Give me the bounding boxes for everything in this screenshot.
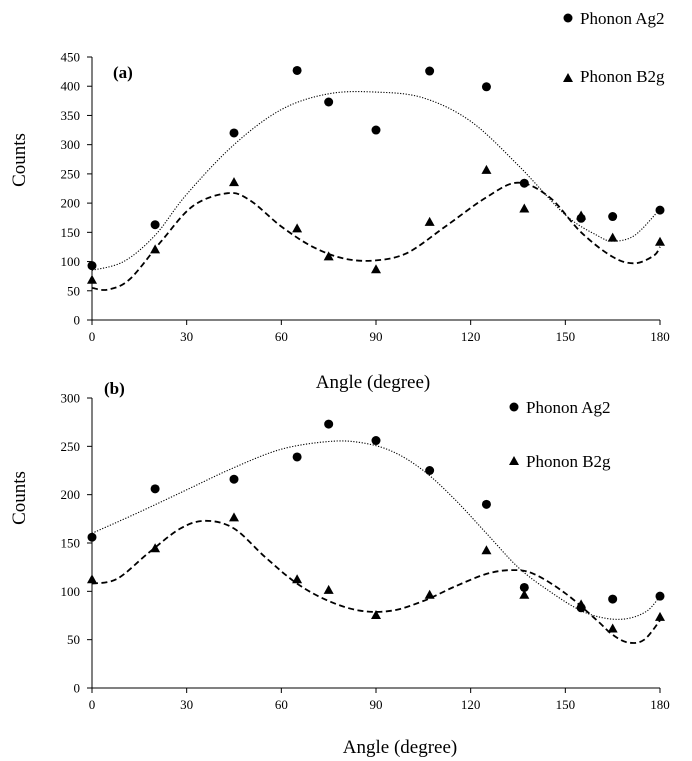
panel-b-b2g-point <box>424 589 435 599</box>
panel-b-ag2-trendline <box>91 440 661 620</box>
panel-b-y-tick-label: 0 <box>74 681 81 696</box>
panel-a-b2g-point <box>371 264 381 274</box>
panel-a-y-tick-label: 250 <box>61 166 81 181</box>
panel-b-legend: Phonon Ag2 Phonon B2g <box>509 398 611 471</box>
panel-a-y-tick-label: 350 <box>61 108 81 123</box>
panel-a-ag2-point <box>371 125 381 135</box>
panel-a-b2g-point <box>87 274 97 284</box>
legend-b-b2g-label: Phonon B2g <box>526 452 611 471</box>
panel-b-x-tick-label: 150 <box>556 697 576 712</box>
panel-a-y-tick-label: 300 <box>61 137 81 152</box>
panel-b-label: (b) <box>104 379 125 398</box>
panel-a-x-tick-label: 0 <box>89 329 96 344</box>
panel-b-y-tick-label: 200 <box>61 487 81 502</box>
panel-b-y-tick-label: 100 <box>61 584 81 599</box>
panel-b-ag2-point <box>324 419 334 429</box>
legend-b-ag2-label: Phonon Ag2 <box>526 398 611 417</box>
legend-a-ag2-marker <box>563 13 573 23</box>
panel-b-b2g-point <box>655 611 665 621</box>
legend-b-ag2-marker <box>509 402 519 412</box>
panel-a-ag2-point <box>229 128 239 138</box>
panel-b-ag2-point <box>519 582 529 592</box>
panel-b-b2g-point <box>150 543 161 553</box>
panel-a-x-tick-label: 120 <box>461 329 481 344</box>
panel-a-b2g-point <box>229 177 239 187</box>
panel-b-b2g-point <box>607 623 618 633</box>
panel-b-b2g-point <box>323 584 334 594</box>
panel-b-x-tick-label: 180 <box>650 697 670 712</box>
legend-b-b2g-marker <box>509 456 519 465</box>
panel-a-b2g-point <box>150 244 161 254</box>
panel-a-ag2-point <box>150 220 160 230</box>
panel-b: (b) Counts Angle (degree) Phonon Ag2 Pho… <box>9 379 670 758</box>
panel-a-y-tick-label: 100 <box>61 254 81 269</box>
panel-a-b2g-trendline <box>91 181 661 291</box>
panel-b-ag2-point <box>292 452 302 462</box>
panel-a-x-tick-label: 150 <box>556 329 576 344</box>
legend-a-b2g-label: Phonon B2g <box>580 67 665 86</box>
panel-b-x-axis-title: Angle (degree) <box>343 737 457 758</box>
panel-b-x-tick-label: 120 <box>461 697 481 712</box>
panel-a-ag2-trendline <box>91 91 661 271</box>
panel-a-b2g-point <box>481 164 492 174</box>
panel-a-legend: Phonon Ag2 Phonon B2g <box>563 9 665 86</box>
panel-a-b2g-point <box>292 223 303 233</box>
panel-b-b2g-point <box>481 545 492 555</box>
panel-a-x-axis-title: Angle (degree) <box>316 372 430 393</box>
panel-a-x-tick-label: 180 <box>650 329 670 344</box>
panel-b-y-tick-label: 300 <box>61 391 81 406</box>
panel-a-y-tick-label: 400 <box>61 79 81 94</box>
panel-a-y-tick-label: 200 <box>61 196 81 211</box>
panel-b-b2g-point <box>576 599 587 609</box>
panel-a-y-tick-label: 50 <box>67 283 80 298</box>
legend-a-b2g-marker <box>563 73 573 82</box>
panel-a: (a) Counts Angle (degree) Phonon Ag2 Pho… <box>9 9 670 393</box>
panel-b-b2g-point <box>292 574 303 584</box>
panel-b-ag2-point <box>229 474 239 484</box>
panel-a-y-tick-label: 450 <box>61 50 81 65</box>
panel-b-b2g-point <box>371 610 381 619</box>
panel-a-ag2-point <box>292 65 302 75</box>
panel-a-x-tick-label: 90 <box>370 329 383 344</box>
panel-b-y-tick-label: 150 <box>61 536 81 551</box>
panel-b-ag2-point <box>150 484 160 494</box>
panel-a-ag2-point <box>324 97 334 107</box>
panel-a-b2g-point <box>519 203 530 213</box>
panel-b-x-tick-label: 60 <box>275 697 288 712</box>
panel-a-b2g-point <box>655 236 665 246</box>
panel-a-ag2-point <box>481 82 491 92</box>
panel-b-y-axis-title: Counts <box>9 471 30 525</box>
panel-a-label: (a) <box>113 63 133 82</box>
panel-b-ag2-point <box>481 499 491 509</box>
panel-a-x-tick-label: 60 <box>275 329 288 344</box>
panel-a-x-tick-label: 30 <box>180 329 193 344</box>
panel-b-x-tick-label: 0 <box>89 697 96 712</box>
panel-b-x-tick-label: 90 <box>370 697 383 712</box>
panel-b-ag2-point <box>608 594 618 604</box>
panel-a-ag2-point <box>608 212 618 222</box>
panel-a-y-tick-label: 0 <box>74 313 81 328</box>
panel-a-ag2-point <box>655 205 665 215</box>
panel-a-b2g-point <box>576 210 587 220</box>
panel-a-b2g-point <box>424 216 435 226</box>
panel-b-b2g-point <box>229 512 239 522</box>
panel-a-b2g-point <box>607 232 618 242</box>
panel-b-ag2-point <box>425 466 435 475</box>
panel-a-y-axis-title: Counts <box>9 133 30 187</box>
panel-b-ag2-point <box>371 436 381 446</box>
panel-b-y-tick-label: 250 <box>61 439 81 454</box>
panel-b-b2g-point <box>519 589 530 599</box>
panel-a-b2g-point <box>323 251 334 261</box>
panel-b-b2g-point <box>87 574 97 584</box>
panel-a-ag2-point <box>425 66 435 76</box>
panel-a-ag2-point <box>87 261 97 271</box>
panel-b-ag2-point <box>87 532 97 542</box>
panel-b-y-tick-label: 50 <box>67 632 80 647</box>
panel-b-ag2-point <box>655 591 665 601</box>
legend-a-ag2-label: Phonon Ag2 <box>580 9 665 28</box>
panel-a-y-tick-label: 150 <box>61 225 81 240</box>
panel-b-b2g-trendline <box>91 519 661 644</box>
panel-b-x-tick-label: 30 <box>180 697 193 712</box>
